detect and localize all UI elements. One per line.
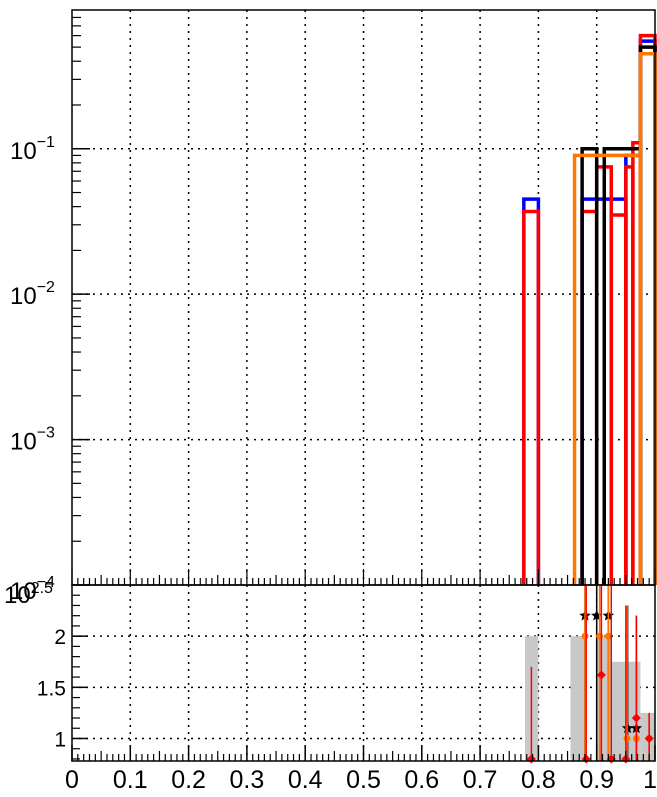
ratio-x-tick-label: 0.5 [346,766,381,794]
main-y-tick-base: 10 [10,429,37,456]
ratio-point-circle [623,734,631,742]
ratio-x-tick-label: 1 [643,766,657,794]
main-minor-ticks [71,16,656,585]
ratio-band [570,636,586,761]
main-y-tick-base: 10 [10,138,37,165]
main-y-tick-exp: −4 [37,574,55,591]
ratio-x-tick-label: 0.6 [404,766,439,794]
ratio-x-tick-label: 0.3 [230,766,265,794]
ratio-x-tick-label: 0.4 [288,766,323,794]
ratio-point-diamond [644,733,654,743]
ratio-x-tick-label: 0.2 [171,766,206,794]
main-y-tick-base: 10 [10,578,37,605]
ratio-point-diamond [631,713,641,723]
ratio-x-tick-label: 0.7 [463,766,498,794]
main-y-tick-label: 10−1 [10,134,55,165]
step-bin [522,209,541,585]
ratio-point-circle [581,632,589,640]
main-y-tick-exp: −3 [37,425,55,442]
ratio-x-tick-label: 0 [65,766,79,794]
ratio-x-tick-label: 0.8 [521,766,556,794]
ratio-point-diamond [596,670,606,680]
ratio-y-tick-label: 2 [54,626,66,649]
ratio-x-tick-label: 0.9 [579,766,614,794]
main-y-tick-exp: −1 [37,134,55,151]
ratio-band [611,661,626,761]
ratio-y-ticks: 11.52 [37,594,88,760]
ratio-x-ticks: 0 0.1 0.2 0.3 0.4 0.5 0.6 0.7 0.8 0.9 1 [65,745,657,794]
ratio-x-tick-label: 0.1 [113,766,148,794]
main-y-tick-label: 10−2 [10,279,55,310]
main-y-tick-label: 10−3 [10,425,55,456]
main-y-tick-base: 10 [10,283,37,310]
ratio-y-tick-label: 1 [54,728,66,751]
ratio-y-tick-label: 1.5 [37,677,66,700]
main-panel: 10−110−210−310−4 [10,9,657,605]
main-y-tick-exp: −2 [37,279,55,296]
ratio-top-label: 102.5 [4,580,53,609]
ratio-panel: 11.52 0 0.1 0.2 0.3 0.4 0.5 0.6 0.7 0.8 0.9 1 [37,584,657,794]
ratio-point-circle [604,632,612,640]
main-y-tick-label: 10−4 [10,574,55,605]
step-bin [580,147,599,585]
